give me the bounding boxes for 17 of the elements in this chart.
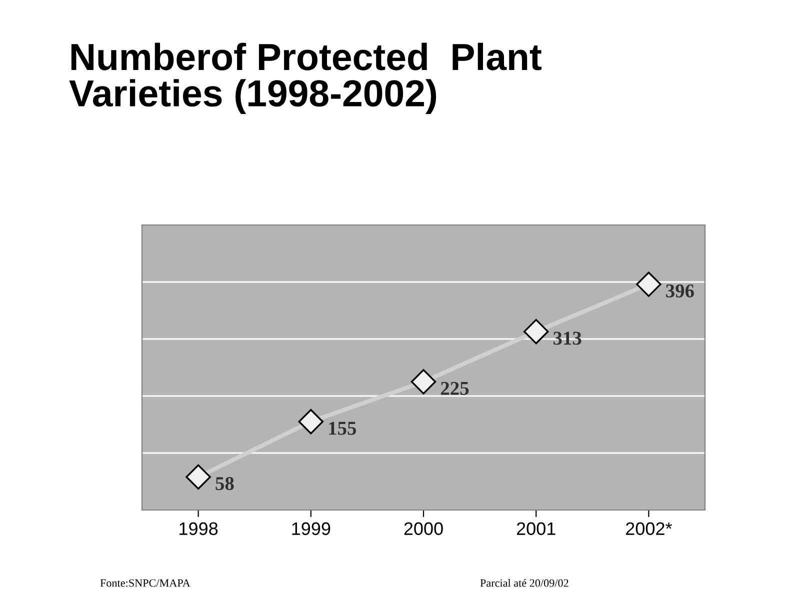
data-label: 58	[216, 477, 234, 490]
source-note: Fonte:SNPC/MAPA	[100, 579, 190, 587]
data-label: 155	[329, 422, 356, 435]
point	[410, 369, 436, 394]
x-tick-label: 2000	[404, 522, 443, 536]
x-tick-label: 2001	[516, 522, 556, 536]
text: Parcial até 20/09/02	[480, 578, 568, 587]
data-label: 396	[666, 284, 694, 298]
point	[186, 464, 211, 490]
x-tick-label: 2002*	[626, 522, 672, 536]
point	[523, 318, 549, 344]
chart-title: Numberof Protected Plant Varieties (1998-2002)	[69, 42, 542, 114]
point	[298, 409, 324, 434]
point	[636, 272, 662, 297]
data-label: 225	[440, 382, 469, 395]
x-tick-label: 1998	[180, 522, 218, 536]
x-tick-label: 1999	[292, 522, 330, 536]
